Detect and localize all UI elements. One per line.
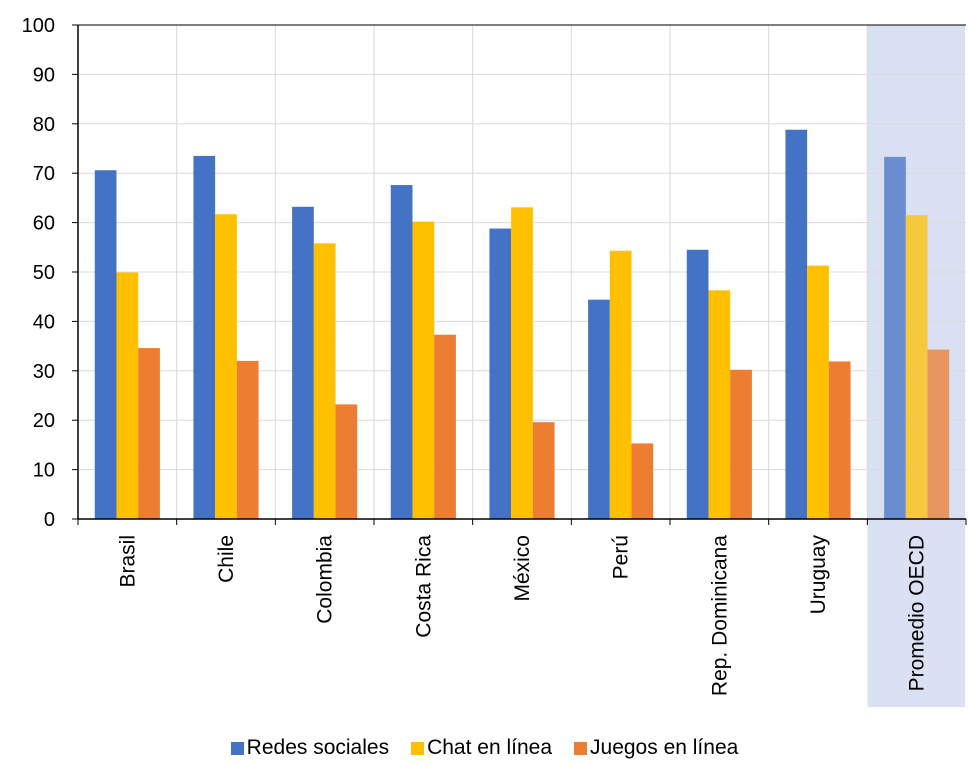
y-tick-label-50: 50 <box>33 262 55 284</box>
bar-juegos-en-linea-costa-rica <box>434 334 456 519</box>
bar-chat-en-linea-brasil <box>116 272 139 519</box>
x-tick-label-promedio-oecd: Promedio OECD <box>906 535 929 691</box>
bar-chat-en-linea-uruguay <box>807 265 829 519</box>
y-tick-label-0: 0 <box>44 509 55 531</box>
bar-redes-sociales-costa-rica <box>390 185 413 519</box>
bar-chat-en-linea-chile <box>215 214 237 519</box>
bar-chat-en-linea-colombia <box>313 243 336 519</box>
bar-redes-sociales-mexico <box>489 228 512 519</box>
bar-redes-sociales-brasil <box>94 170 117 519</box>
bar-chat-en-linea-mexico <box>511 207 533 519</box>
bar-redes-sociales-chile <box>193 155 216 519</box>
bar-redes-sociales-uruguay <box>785 129 808 519</box>
bar-redes-sociales-promedio-oecd <box>884 156 906 519</box>
legend-swatch-redes-sociales <box>230 741 244 755</box>
bar-juegos-en-linea-mexico <box>532 422 555 519</box>
bar-juegos-en-linea-uruguay <box>828 361 851 519</box>
bar-juegos-en-linea-peru <box>631 443 654 519</box>
legend-item-juegos-en-linea: Juegos en línea <box>574 736 738 760</box>
legend-item-redes-sociales: Redes sociales <box>230 736 390 760</box>
y-tick-label-30: 30 <box>33 361 55 383</box>
chart-legend: Redes sociales Chat en línea Juegos en l… <box>0 735 969 761</box>
legend-label-juegos-en-linea: Juegos en línea <box>590 736 739 759</box>
y-tick-label-80: 80 <box>33 114 55 136</box>
y-tick-label-70: 70 <box>33 163 55 185</box>
bar-chat-en-linea-peru <box>609 250 632 519</box>
bar-chart: 0 10 20 30 40 50 60 70 80 90 100 Brasil Chile Colombi… <box>22 15 967 707</box>
y-tick-label-100: 100 <box>22 15 55 37</box>
highlight-overlay-promedio-oecd <box>867 25 965 519</box>
bar-juegos-en-linea-rep-dominicana <box>730 369 752 519</box>
bar-chat-en-linea-rep-dominicana <box>708 290 731 519</box>
bar-redes-sociales-rep-dominicana <box>686 249 709 519</box>
x-tick-label-costa-rica: Costa Rica <box>412 535 435 638</box>
y-tick-label-90: 90 <box>33 64 55 86</box>
legend-swatch-chat-en-linea <box>411 741 425 755</box>
bar-redes-sociales-colombia <box>292 206 314 520</box>
legend-label-redes-sociales: Redes sociales <box>246 736 390 759</box>
bar-chat-en-linea-promedio-oecd <box>905 215 928 519</box>
legend-item-chat-en-linea: Chat en línea <box>411 736 552 760</box>
x-tick-label-uruguay: Uruguay <box>807 535 830 615</box>
bar-juegos-en-linea-promedio-oecd <box>927 349 950 519</box>
y-tick-label-10: 10 <box>33 460 55 482</box>
x-tick-label-brasil: Brasil <box>116 535 139 588</box>
x-tick-label-colombia: Colombia <box>314 535 337 624</box>
bar-juegos-en-linea-colombia <box>335 404 358 519</box>
y-tick-label-20: 20 <box>33 410 55 432</box>
bar-juegos-en-linea-chile <box>236 360 259 519</box>
y-tick-label-60: 60 <box>33 213 55 235</box>
x-tick-label-peru: Perú <box>610 535 633 579</box>
legend-label-chat-en-linea: Chat en línea <box>427 736 553 759</box>
legend-swatch-juegos-en-linea <box>574 741 588 755</box>
x-tick-label-rep-dominicana: Rep. Dominicana <box>708 535 731 696</box>
bar-chat-en-linea-costa-rica <box>412 221 435 519</box>
bar-juegos-en-linea-brasil <box>138 348 160 519</box>
bar-redes-sociales-peru <box>588 299 610 519</box>
x-tick-label-mexico: México <box>511 535 534 602</box>
x-tick-label-chile: Chile <box>215 535 238 583</box>
y-tick-label-40: 40 <box>33 311 55 333</box>
